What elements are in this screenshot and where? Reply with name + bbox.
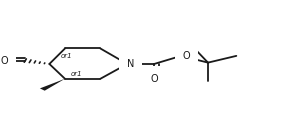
Text: O: O: [150, 74, 158, 84]
Polygon shape: [40, 79, 65, 91]
Text: or1: or1: [61, 53, 72, 59]
Text: O: O: [1, 56, 8, 66]
Text: or1: or1: [71, 71, 82, 77]
Text: O: O: [182, 51, 190, 61]
Text: N: N: [127, 59, 134, 69]
